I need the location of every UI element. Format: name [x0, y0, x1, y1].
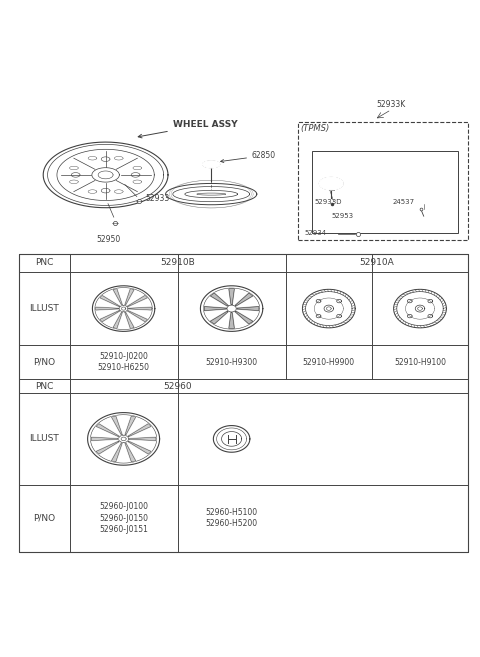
Polygon shape	[113, 288, 122, 306]
Text: 52953: 52953	[331, 213, 353, 219]
Text: P/NO: P/NO	[33, 357, 56, 367]
Polygon shape	[96, 424, 119, 437]
Polygon shape	[204, 307, 227, 311]
Polygon shape	[125, 416, 136, 435]
Text: 52934: 52934	[305, 230, 327, 236]
Polygon shape	[125, 288, 134, 306]
Polygon shape	[100, 311, 120, 322]
Text: 52910-H9100: 52910-H9100	[394, 357, 446, 367]
Text: 52933: 52933	[145, 194, 169, 204]
Text: WHEEL ASSY: WHEEL ASSY	[138, 120, 238, 138]
Text: 52933D: 52933D	[314, 199, 342, 205]
Bar	[312, 151, 458, 233]
Bar	[298, 122, 468, 240]
Polygon shape	[111, 416, 122, 435]
Text: 52910-H9900: 52910-H9900	[303, 357, 355, 367]
Polygon shape	[113, 312, 122, 328]
Text: 52960-H5100
52960-H5200: 52960-H5100 52960-H5200	[205, 508, 258, 528]
Polygon shape	[128, 424, 151, 437]
Polygon shape	[125, 443, 136, 462]
Polygon shape	[237, 307, 259, 311]
Text: 24537: 24537	[393, 199, 415, 205]
Polygon shape	[96, 307, 119, 310]
Polygon shape	[235, 293, 253, 306]
Polygon shape	[129, 438, 156, 441]
Polygon shape	[210, 311, 228, 324]
Polygon shape	[96, 441, 119, 454]
Text: 52910A: 52910A	[360, 258, 394, 267]
Text: PNC: PNC	[35, 258, 54, 267]
Polygon shape	[111, 443, 122, 462]
Text: PNC: PNC	[35, 382, 54, 391]
Text: ILLUST: ILLUST	[30, 434, 59, 443]
Polygon shape	[229, 288, 234, 305]
Text: 52960-J0100
52960-J0150
52960-J0151: 52960-J0100 52960-J0150 52960-J0151	[99, 502, 148, 534]
Polygon shape	[129, 307, 152, 310]
Text: 52910-J0200
52910-H6250: 52910-J0200 52910-H6250	[97, 351, 150, 373]
Polygon shape	[127, 296, 147, 307]
Polygon shape	[128, 441, 151, 454]
Text: (TPMS): (TPMS)	[300, 124, 329, 133]
Polygon shape	[91, 438, 118, 441]
Text: 52960: 52960	[163, 382, 192, 391]
Text: 52933K: 52933K	[377, 100, 406, 108]
Polygon shape	[127, 311, 147, 322]
Text: 52910B: 52910B	[160, 258, 195, 267]
Text: ILLUST: ILLUST	[30, 304, 59, 313]
Polygon shape	[125, 312, 134, 328]
Polygon shape	[229, 313, 234, 328]
Text: 52910-H9300: 52910-H9300	[205, 357, 258, 367]
Polygon shape	[100, 296, 120, 307]
Polygon shape	[203, 161, 220, 168]
Text: P/NO: P/NO	[33, 514, 56, 522]
Bar	[19, 254, 468, 552]
Polygon shape	[319, 177, 343, 190]
Text: 52950: 52950	[96, 235, 120, 244]
Polygon shape	[210, 293, 228, 306]
Text: 62850: 62850	[221, 151, 276, 162]
Polygon shape	[235, 311, 253, 324]
